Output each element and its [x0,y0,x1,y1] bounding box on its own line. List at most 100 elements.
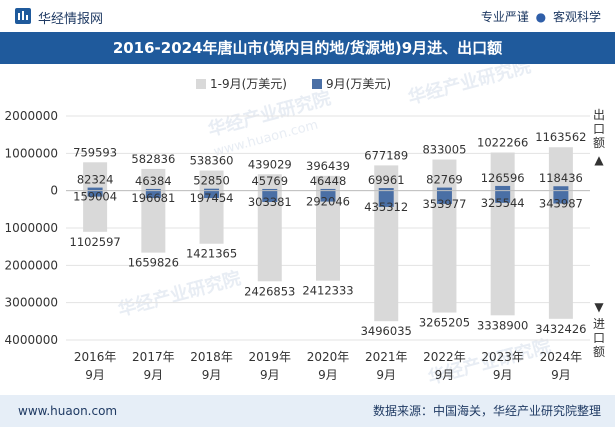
top-bar: 华经情报网 专业严谨 ● 客观科学 [0,0,615,32]
bar-cumulative-export [490,152,515,191]
x-tick-label-month: 9月 [376,368,396,382]
x-tick-label-year: 2020年 [307,350,350,364]
data-label-cumulative-import: 3496035 [361,324,412,338]
data-label-month-export: 126596 [481,171,525,185]
y-tick-label: 3000000 [5,296,58,310]
data-label-month-export: 82324 [77,173,114,187]
footer-website[interactable]: www.huaon.com [18,404,118,418]
x-tick-label-month: 9月 [318,368,338,382]
y-tick-label: 2000000 [5,109,58,123]
footer-source: 数据来源：中国海关，华经产业研究院整理 [372,404,601,418]
data-label-month-export: 45769 [251,174,288,188]
x-tick-label-month: 9月 [551,368,571,382]
data-label-cumulative-export: 439029 [248,157,292,171]
x-tick-label-year: 2018年 [190,350,233,364]
data-label-month-import: 353977 [422,197,466,211]
bar-cumulative-export [374,165,399,191]
y-tick-label: 4000000 [5,333,58,347]
tag-objective: 客观科学 [552,10,601,24]
x-tick-label-month: 9月 [85,368,105,382]
data-label-cumulative-export: 396439 [306,159,350,173]
tag-separator: ● [535,10,547,24]
bar-cumulative-import [83,190,108,232]
data-label-month-import: 292046 [306,195,350,209]
legend-swatch-cumulative [196,79,206,89]
chart-title: 2016-2024年唐山市(境内目的地/货源地)9月进、出口额 [0,32,615,64]
data-label-cumulative-import: 2426853 [244,284,295,298]
bar-month-import [378,190,394,207]
bar-cumulative-import [316,190,340,281]
bar-cumulative-export [83,162,108,191]
bar-cumulative-export [316,175,340,191]
y-tick-label: 2000000 [5,258,58,272]
x-tick-label-month: 9月 [144,368,164,382]
bar-cumulative-import [490,190,515,316]
bar-month-export [495,185,511,191]
bar-month-export [87,187,103,191]
data-label-cumulative-import: 3432426 [535,322,586,336]
x-tick-label-year: 2017年 [132,350,175,364]
bar-month-import [495,190,511,203]
bar-cumulative-import [141,190,166,253]
chart: 华经产业研究院www.huaon.com华经产业研究院华经产业研究院华经产业研究… [5,64,590,389]
footer: www.huaon.com 数据来源：中国海关，华经产业研究院整理 [0,395,615,427]
x-tick-label-year: 2021年 [365,350,408,364]
legend-label-cumulative: 1-9月(万美元) [210,77,287,91]
data-label-cumulative-import: 2412333 [302,284,353,298]
bar-cumulative-import [374,190,399,322]
bar-cumulative-import [199,190,224,244]
bar-cumulative-import [257,190,282,282]
y-tick-label: 0 [50,184,58,198]
x-tick-label-month: 9月 [202,368,222,382]
tag-professional: 专业严谨 [480,10,529,24]
bar-cumulative-export [257,174,282,191]
import-label: 进口额 [592,317,605,359]
bar-month-import [145,190,161,199]
bar-cumulative-export [548,147,573,191]
data-label-cumulative-import: 3265205 [419,316,470,330]
data-label-cumulative-export: 833005 [422,143,466,157]
y-tick-label: 1000000 [5,221,58,235]
bar-month-import [436,190,452,204]
data-label-month-import: 159004 [73,190,117,204]
brand-name: 华经情报网 [38,12,104,27]
bar-cumulative-export [199,170,224,191]
data-label-cumulative-export: 1022266 [477,136,528,150]
x-tick-label-month: 9月 [260,368,280,382]
data-label-cumulative-import: 1421365 [186,247,237,261]
data-label-month-export: 69961 [368,173,405,187]
x-tick-label-year: 2019年 [249,350,292,364]
bar-cumulative-import [432,190,457,313]
brand-logo-icon [15,8,31,24]
data-label-cumulative-export: 759593 [73,145,117,159]
data-label-cumulative-import: 1659826 [128,256,179,270]
data-label-cumulative-export: 582836 [131,152,175,166]
x-tick-label-month: 9月 [435,368,455,382]
x-tick-label-year: 2023年 [481,350,524,364]
data-label-cumulative-export: 1163562 [535,130,586,144]
data-label-month-import: 303381 [248,195,292,209]
data-label-month-import: 435312 [364,200,408,214]
bar-month-export [378,188,394,191]
data-label-month-import: 196681 [131,191,175,205]
data-label-month-export: 118436 [539,171,583,185]
export-side-label: 出口额 ▲ [592,108,606,167]
bar-cumulative-export [141,168,166,191]
y-tick-label: 1000000 [5,146,58,160]
x-tick-label-year: 2022年 [423,350,466,364]
bar-month-import [87,190,103,197]
x-tick-label-month: 9月 [493,368,513,382]
legend-swatch-month [312,79,322,89]
data-label-cumulative-import: 1102597 [70,235,121,249]
x-tick-label-year: 2024年 [540,350,583,364]
data-label-cumulative-export: 677189 [364,148,408,162]
export-arrow-icon: ▲ [594,153,604,167]
bar-month-export [320,188,336,191]
bar-month-export [436,187,452,191]
legend-label-month: 9月(万美元) [326,77,391,91]
x-tick-label-year: 2016年 [74,350,117,364]
bar-cumulative-export [432,159,457,191]
bar-month-import [320,190,336,202]
data-label-month-export: 46448 [310,174,347,188]
watermark-text: 华经产业研究院 [406,64,533,109]
